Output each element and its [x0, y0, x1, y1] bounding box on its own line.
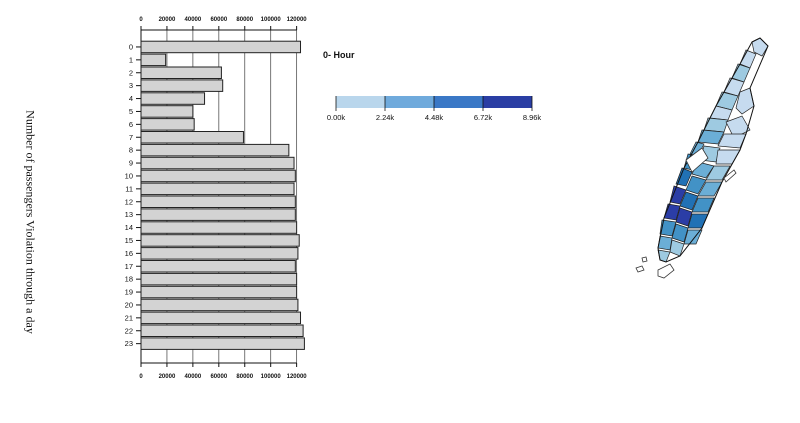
map-zone	[697, 181, 723, 197]
bar	[140, 195, 296, 208]
map-zones	[657, 37, 769, 263]
legend-tick-label: 8.96k	[523, 113, 542, 122]
top-tick-label: 0	[139, 17, 143, 23]
liberty-island	[635, 265, 645, 273]
bar	[140, 260, 296, 273]
map-zone	[697, 129, 725, 145]
category-label: 2	[129, 68, 133, 77]
bar	[140, 92, 206, 105]
category-label: 6	[129, 120, 133, 129]
bar	[140, 53, 167, 67]
river-island	[723, 169, 737, 183]
category-label: 5	[129, 107, 133, 116]
bar	[140, 285, 298, 299]
top-tick-label: 20000	[159, 17, 176, 23]
legend-swatch	[483, 96, 532, 108]
map-zone	[675, 167, 693, 187]
map-zone	[703, 117, 729, 133]
map-outline	[657, 37, 769, 263]
legend-tick-label: 0.00k	[327, 113, 346, 122]
category-label: 17	[125, 262, 133, 271]
bottom-tick-label: 0	[139, 374, 143, 380]
top-tick-label: 60000	[210, 17, 227, 23]
category-label: 9	[129, 159, 133, 168]
top-tick-label: 120000	[287, 17, 308, 23]
category-label: 15	[125, 236, 133, 245]
top-tick-label: 80000	[236, 17, 253, 23]
map-zone	[679, 191, 699, 211]
category-label: 12	[125, 197, 133, 206]
category-label: 14	[125, 223, 133, 232]
category-label: 4	[129, 94, 133, 103]
map-zone	[691, 197, 715, 213]
category-label: 8	[129, 146, 133, 155]
category-label: 19	[125, 288, 133, 297]
bar	[140, 118, 195, 131]
legend-tick-label: 6.72k	[474, 113, 493, 122]
category-label: 20	[125, 300, 133, 309]
governors-island	[657, 263, 675, 279]
bar	[140, 221, 298, 234]
bar	[140, 156, 295, 170]
bar	[140, 208, 296, 221]
color-legend: 0.00k 2.24k 4.48k 6.72k 8.96k	[327, 96, 542, 122]
bar	[140, 337, 305, 350]
map-zone	[669, 185, 687, 205]
central-park-shape	[685, 147, 709, 173]
map-zone	[675, 207, 693, 227]
category-label: 21	[125, 313, 133, 322]
hour-label: 0- Hour	[323, 50, 355, 60]
map-zone	[671, 223, 689, 243]
map-islands	[635, 147, 737, 279]
bottom-tick-label: 100000	[261, 374, 282, 380]
bar	[140, 169, 296, 183]
top-tick-label: 40000	[185, 17, 202, 23]
bar	[140, 105, 194, 118]
manhattan-map	[635, 37, 769, 279]
category-label: 11	[125, 184, 133, 193]
bar	[140, 272, 298, 286]
category-label: 13	[125, 210, 133, 219]
bar	[140, 143, 290, 157]
category-label: 18	[125, 275, 133, 284]
category-label: 22	[125, 326, 133, 335]
map-zone	[685, 175, 707, 195]
map-zone	[725, 115, 751, 139]
ellis-island	[641, 256, 648, 263]
map-zone	[735, 87, 755, 115]
legend-swatch	[434, 96, 483, 108]
legend-tick-label: 2.24k	[376, 113, 395, 122]
category-label: 7	[129, 133, 133, 142]
bar-chart: 0 20000 40000 60000 80000 100000 120000 0 20000 4…	[125, 17, 308, 380]
bar	[140, 247, 299, 260]
bottom-tick-label: 60000	[210, 374, 227, 380]
bar	[140, 311, 302, 325]
legend-swatch	[385, 96, 434, 108]
bottom-tick-label: 120000	[287, 374, 308, 380]
top-tick-label: 100000	[261, 17, 282, 23]
map-zone	[659, 219, 677, 237]
legend-tick-label: 4.48k	[425, 113, 444, 122]
category-label: 3	[129, 81, 133, 90]
bar	[140, 234, 300, 247]
category-label: 16	[125, 249, 133, 258]
legend-swatch	[336, 96, 385, 108]
bar	[140, 66, 222, 79]
map-zone	[717, 133, 747, 149]
bottom-tick-label: 20000	[159, 374, 176, 380]
category-label: 23	[125, 339, 133, 348]
bottom-tick-label: 40000	[185, 374, 202, 380]
category-label: 0	[129, 42, 133, 51]
bar	[140, 131, 244, 144]
bottom-tick-label: 80000	[236, 374, 253, 380]
bar	[140, 79, 224, 92]
bar	[140, 40, 302, 54]
bar	[140, 298, 299, 312]
bar	[140, 324, 304, 337]
category-label: 10	[125, 171, 133, 180]
category-label: 1	[129, 55, 133, 64]
bar	[140, 182, 295, 196]
map-zone	[705, 165, 731, 181]
